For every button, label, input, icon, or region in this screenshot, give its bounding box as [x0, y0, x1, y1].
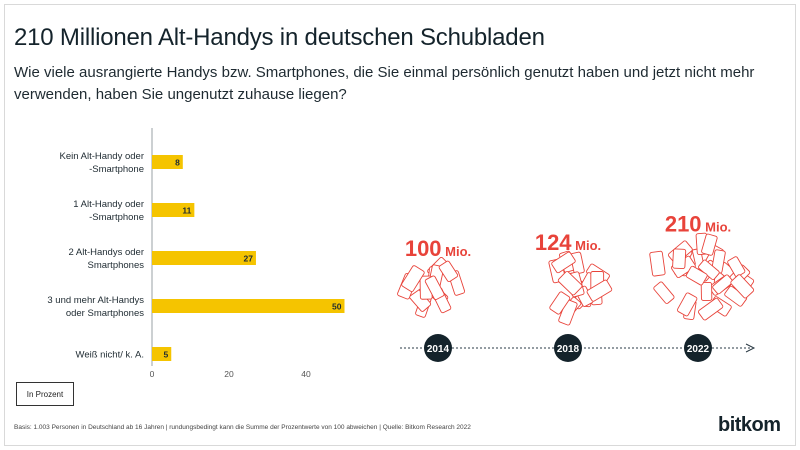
bar-value-label: 11	[182, 206, 191, 216]
bar	[152, 299, 345, 313]
total-label: 100 Mio.	[405, 236, 471, 261]
phone-icon	[424, 275, 445, 300]
phone-icon	[700, 281, 713, 301]
category-label: Smartphones	[87, 260, 144, 271]
bar	[152, 251, 256, 265]
phone-icon	[438, 260, 459, 283]
total-number: 124	[535, 230, 572, 255]
bar	[152, 203, 195, 217]
bar-value-label: 8	[175, 158, 180, 168]
category-label: -Smartphone	[89, 212, 144, 223]
total-label: 124 Mio.	[535, 230, 601, 255]
category-label: 2 Alt-Handys oder	[68, 247, 144, 258]
unit-note: In Prozent	[16, 382, 74, 406]
total-number: 210	[665, 212, 702, 237]
category-label: Weiß nicht/ k. A.	[76, 350, 144, 361]
x-tick-label: 0	[150, 369, 155, 379]
bar-value-label: 5	[164, 350, 169, 360]
phone-pile	[649, 232, 755, 321]
phone-icon	[701, 233, 718, 256]
category-label: oder Smartphones	[66, 308, 144, 319]
category-label: Kein Alt-Handy oder	[60, 151, 145, 162]
total-unit: Mio.	[572, 238, 602, 253]
bitkom-logo: bitkom	[718, 414, 781, 436]
year-badge	[554, 334, 582, 362]
phone-pile	[548, 250, 613, 326]
year-badge	[684, 334, 712, 362]
page-title: 210 Millionen Alt-Handys in deutschen Sc…	[14, 24, 545, 51]
bar	[152, 155, 183, 169]
total-unit: Mio.	[702, 220, 732, 235]
phone-icon	[653, 281, 675, 304]
phone-pile	[397, 257, 466, 318]
x-tick-label: 20	[224, 369, 234, 379]
year-label: 2022	[687, 344, 710, 355]
year-label: 2014	[427, 344, 450, 355]
phone-icon	[730, 274, 755, 299]
phone-icon	[586, 279, 613, 302]
bar-chart: 8 Kein Alt-Handy oder -Smartphone 11 1 Alt-H…	[47, 128, 345, 379]
phone-icon	[712, 274, 734, 295]
phone-icon	[401, 265, 425, 292]
bar-value-label: 50	[332, 302, 342, 312]
year-label: 2018	[557, 344, 580, 355]
phone-icon	[549, 291, 571, 315]
footnote: Basis: 1.003 Personen in Deutschland ab …	[14, 424, 471, 431]
phone-icon	[551, 251, 576, 274]
phone-icon	[649, 250, 666, 277]
phone-pile-chart: 100 Mio. 2014 124 Mio. 2018 210 Mio. 2022	[397, 212, 756, 362]
year-badge	[424, 334, 452, 362]
chart-frame	[4, 4, 796, 446]
phone-icon	[672, 248, 687, 270]
total-label: 210 Mio.	[665, 212, 731, 237]
phone-icon	[677, 292, 698, 317]
phone-icon	[557, 271, 583, 296]
page-subtitle: Wie viele ausrangierte Handys bzw. Smart…	[14, 64, 755, 103]
total-number: 100	[405, 236, 442, 261]
bar-value-label: 27	[243, 254, 253, 264]
category-label: 3 und mehr Alt-Handys	[47, 295, 144, 306]
x-tick-label: 40	[301, 369, 311, 379]
timeline-arrow-icon	[745, 343, 756, 353]
phone-icon	[727, 256, 746, 278]
bar	[152, 347, 172, 361]
phone-icon	[697, 297, 724, 321]
category-label: -Smartphone	[89, 164, 144, 175]
category-label: 1 Alt-Handy oder	[73, 199, 144, 210]
phone-icon	[685, 265, 708, 286]
total-unit: Mio.	[442, 244, 472, 259]
